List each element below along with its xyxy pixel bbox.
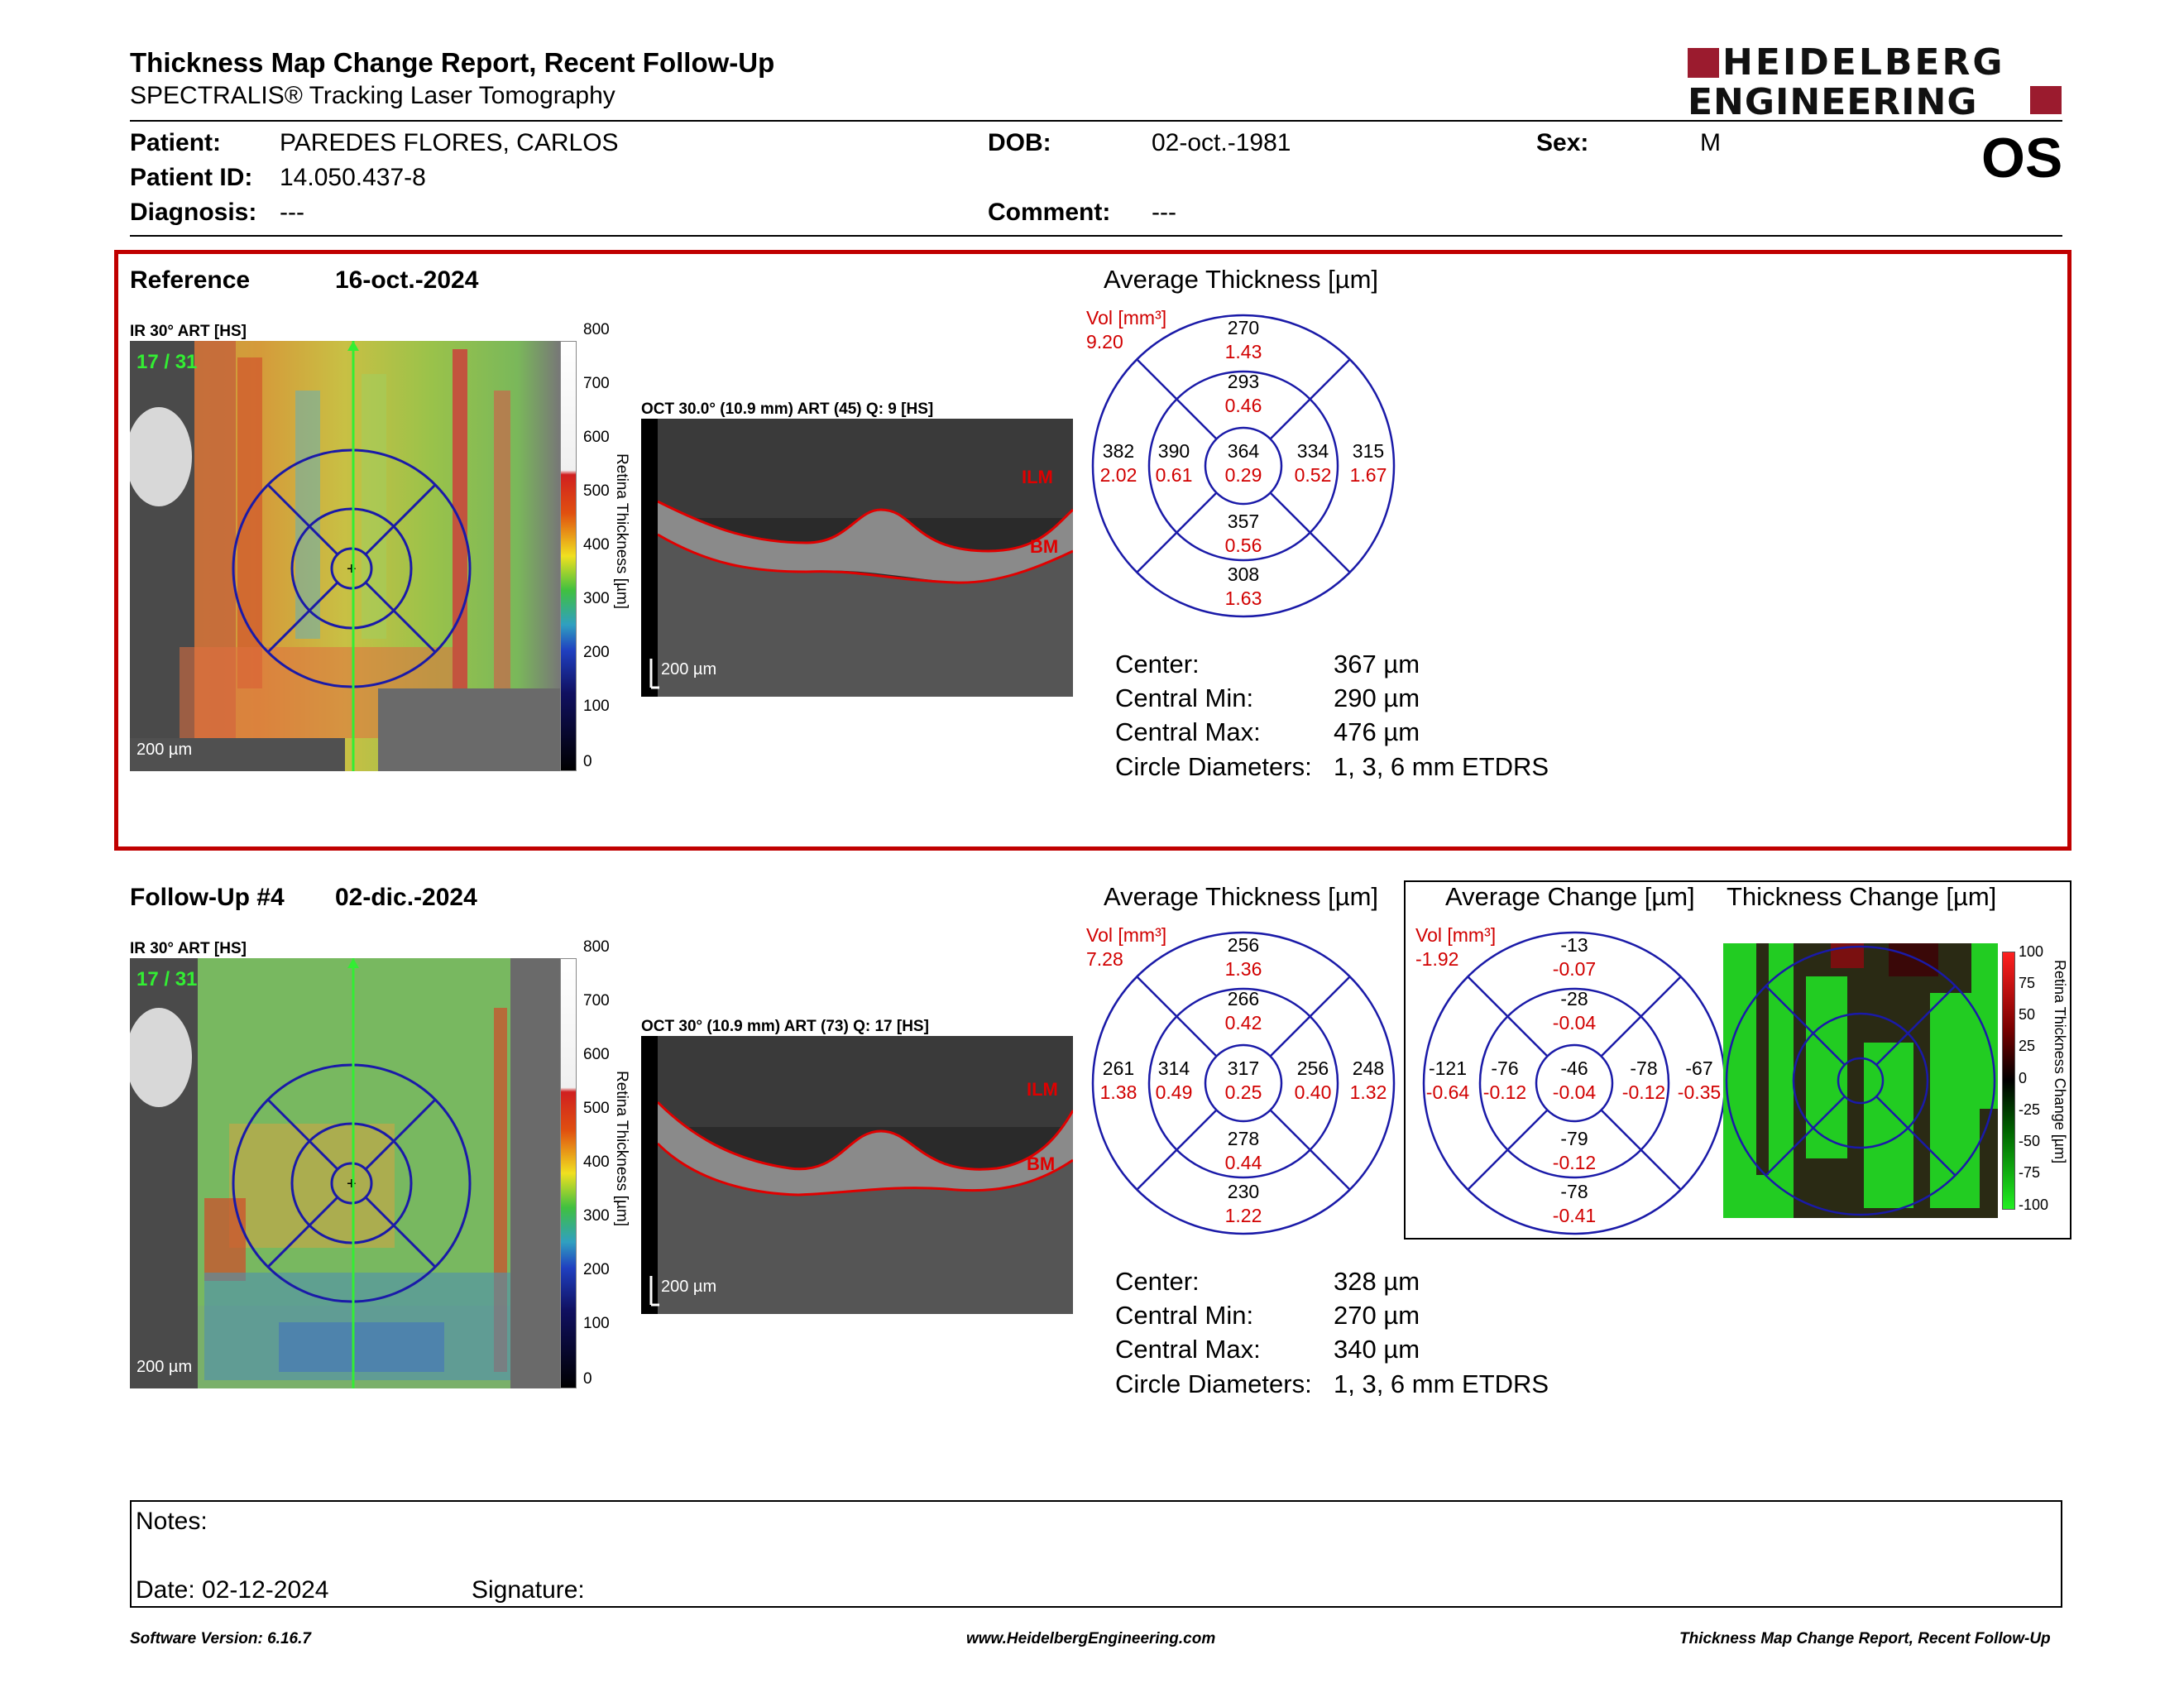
reference-frame (114, 250, 2071, 851)
ref-ilm-label: ILM (1022, 467, 1053, 487)
svg-text:+: + (347, 560, 357, 578)
change-title: Average Change [µm] (1445, 882, 1695, 911)
change-sector-center: -46 -0.04 (1552, 1057, 1597, 1103)
fu-oct-label: OCT 30° (10.9 mm) ART (73) Q: 17 [HS] (641, 1018, 929, 1035)
patient-id-label: Patient ID: (130, 164, 253, 191)
followup-label: Follow-Up #4 (130, 884, 285, 911)
comment-value: --- (1152, 199, 1176, 226)
ref-etdrs-grid: 270 1.43 293 0.46 364 0.29 357 0.56 308 1.63 … (1090, 313, 1396, 619)
comment-label: Comment: (988, 199, 1111, 226)
change-etdrs-grid: -13 -0.07 -28 -0.04 -46 -0.04 -79 -0.12 -78-… (1421, 930, 1727, 1236)
ref-sector-nasal-inner: 334 0.52 (1294, 440, 1332, 486)
change-sector-sup-outer: -13 -0.07 (1552, 934, 1597, 980)
ref-colorbar-title: Retina Thickness [µm] (613, 453, 630, 609)
fu-vol-value: 7.28 (1086, 948, 1123, 970)
eye-label: OS (1981, 127, 2063, 189)
notes-box (130, 1500, 2062, 1608)
thickness-change-title: Thickness Change [µm] (1727, 882, 1997, 911)
fu-avg-title: Average Thickness [µm] (1104, 882, 1379, 911)
fu-thickness-map: + 200 µm 17 / 31 (130, 958, 560, 1388)
fu-sector-sup-outer: 256 1.36 (1224, 934, 1262, 980)
ref-oct-label: OCT 30.0° (10.9 mm) ART (45) Q: 9 [HS] (641, 400, 934, 418)
ref-frame-counter: 17 / 31 (136, 351, 198, 373)
fu-colorbar (560, 958, 577, 1388)
change-sector-nasal-outer: -67 -0.35 (1677, 1057, 1722, 1103)
dob-label: DOB: (988, 129, 1051, 156)
ref-sector-nasal-outer: 315 1.67 (1349, 440, 1387, 486)
ref-bm-label: BM (1030, 536, 1059, 557)
change-colorbar-title: Retina Thickness Change [µm] (2052, 960, 2068, 1164)
ref-vol-value: 9.20 (1086, 331, 1123, 352)
ref-vol-label: Vol [mm³] (1086, 307, 1167, 328)
signature-label: Signature: (472, 1576, 585, 1604)
fu-sector-inf-inner: 278 0.44 (1224, 1128, 1262, 1173)
fu-sector-nasal-outer: 248 1.32 (1349, 1057, 1387, 1103)
fu-sector-nasal-inner: 256 0.40 (1294, 1057, 1332, 1103)
ref-sector-sup-inner: 293 0.46 (1224, 371, 1262, 416)
patient-label: Patient: (130, 129, 222, 156)
fu-oct-scale: 200 µm (661, 1278, 717, 1296)
ref-sector-sup-outer: 270 1.43 (1224, 317, 1262, 362)
change-vol-label: Vol [mm³] (1415, 924, 1497, 946)
ref-sector-temp-outer: 382 2.02 (1099, 440, 1138, 486)
diagnosis-label: Diagnosis: (130, 199, 257, 226)
patient-id: 14.050.437-8 (280, 164, 426, 191)
change-sector-inf-outer: -78 -0.41 (1552, 1181, 1597, 1226)
thickness-change-map (1723, 943, 1998, 1218)
report-subtitle: SPECTRALIS® Tracking Laser Tomography (130, 82, 615, 109)
fu-bm-label: BM (1027, 1153, 1056, 1174)
patient-name: PAREDES FLORES, CARLOS (280, 129, 619, 156)
fu-sector-sup-inner: 266 0.42 (1224, 988, 1262, 1033)
ref-oct-image: ILM BM 200 µm (641, 419, 1073, 697)
fu-vol-label: Vol [mm³] (1086, 924, 1167, 946)
change-sector-nasal-inner: -78 -0.12 (1621, 1057, 1666, 1103)
notes-date: Date: 02-12-2024 (136, 1576, 329, 1604)
ref-sector-center: 364 0.29 (1224, 440, 1262, 486)
fu-map-scale: 200 µm (136, 1358, 192, 1376)
ref-avg-title: Average Thickness [µm] (1104, 265, 1379, 294)
change-vol-value: -1.92 (1415, 948, 1459, 970)
change-sector-temp-inner: -76 -0.12 (1482, 1057, 1527, 1103)
sex-value: M (1700, 129, 1721, 156)
change-panel (1404, 880, 2071, 1240)
fu-frame-counter: 17 / 31 (136, 968, 198, 990)
footer-report-name: Thickness Map Change Report, Recent Foll… (1679, 1630, 2051, 1647)
ref-sector-inf-inner: 357 0.56 (1224, 511, 1262, 556)
dob-value: 02-oct.-1981 (1152, 129, 1291, 156)
ref-thickness-map: + 200 µm 17 / 31 (130, 341, 560, 771)
fu-sector-center: 317 0.25 (1224, 1057, 1262, 1103)
reference-label: Reference (130, 266, 251, 294)
ref-ir-label: IR 30° ART [HS] (130, 323, 247, 340)
diagnosis-value: --- (280, 199, 304, 226)
change-sector-temp-outer: -121 -0.64 (1425, 1057, 1470, 1103)
sex-label: Sex: (1536, 129, 1589, 156)
followup-date: 02-dic.-2024 (335, 884, 477, 911)
fu-etdrs-grid: 256 1.36 266 0.42 317 0.25 278 0.44 230 1.22 … (1090, 930, 1396, 1236)
change-sector-inf-inner: -79 -0.12 (1552, 1128, 1597, 1173)
notes-label: Notes: (136, 1508, 208, 1535)
footer-software-version: Software Version: 6.16.7 (130, 1630, 311, 1647)
fu-sector-temp-inner: 314 0.49 (1155, 1057, 1193, 1103)
fu-ilm-label: ILM (1027, 1079, 1058, 1100)
fu-sector-inf-outer: 230 1.22 (1224, 1181, 1262, 1226)
fu-sector-temp-outer: 261 1.38 (1099, 1057, 1138, 1103)
change-sector-sup-inner: -28 -0.04 (1552, 988, 1597, 1033)
ref-oct-scale: 200 µm (661, 660, 717, 679)
svg-text:+: + (347, 1175, 357, 1193)
change-colorbar (2002, 952, 2015, 1210)
fu-oct-image: ILM BM 200 µm (641, 1036, 1073, 1314)
fu-colorbar-title: Retina Thickness [µm] (613, 1071, 630, 1226)
ref-map-scale: 200 µm (136, 741, 192, 759)
ref-sector-inf-outer: 308 1.63 (1224, 563, 1262, 609)
ref-sector-temp-inner: 390 0.61 (1155, 440, 1193, 486)
fu-ir-label: IR 30° ART [HS] (130, 940, 247, 957)
report-title: Thickness Map Change Report, Recent Foll… (130, 47, 775, 78)
ref-colorbar (560, 341, 577, 771)
footer-website: www.HeidelbergEngineering.com (966, 1630, 1216, 1647)
reference-date: 16-oct.-2024 (335, 266, 479, 294)
